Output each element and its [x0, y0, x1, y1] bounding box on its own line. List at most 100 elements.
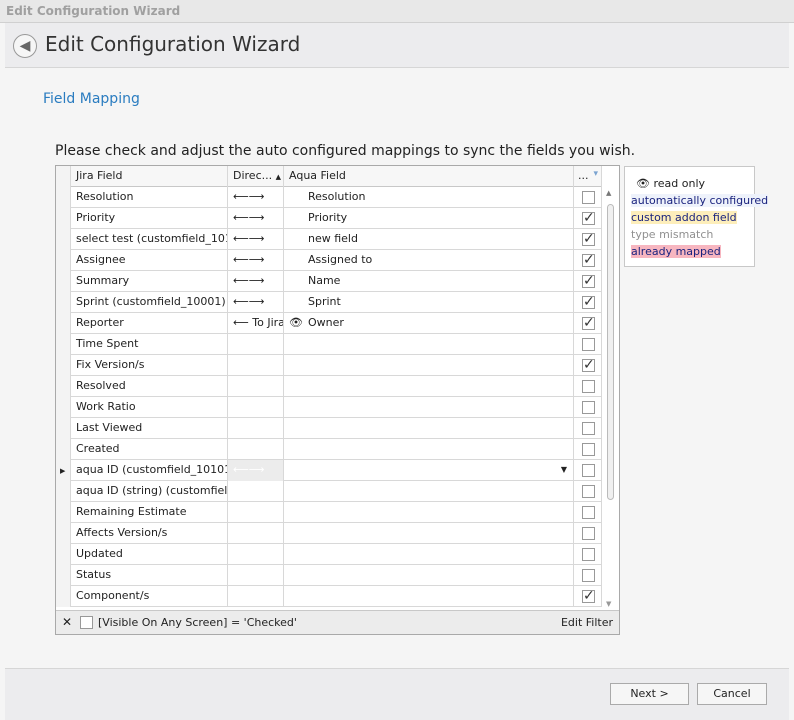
- visible-checkbox[interactable]: [582, 548, 595, 561]
- clear-filter-icon[interactable]: ✕: [62, 615, 73, 629]
- visible-checkbox[interactable]: ✓: [582, 210, 595, 226]
- filter-enable-checkbox[interactable]: [80, 616, 93, 629]
- table-row[interactable]: ▶ aqua ID (customfield_10101) ⟵⟶ ▼: [56, 460, 602, 481]
- jira-field-cell[interactable]: Assignee: [71, 250, 228, 271]
- visible-checkbox[interactable]: ✓: [582, 294, 595, 310]
- jira-field-cell[interactable]: Last Viewed: [71, 418, 228, 439]
- row-indicator[interactable]: ▶: [56, 460, 71, 481]
- aqua-field-cell[interactable]: Assigned to: [284, 250, 574, 271]
- table-row[interactable]: Summary ⟵⟶ Name ✓: [56, 271, 602, 292]
- visible-checkbox[interactable]: [582, 506, 595, 519]
- aqua-field-cell[interactable]: 👁 Owner: [284, 313, 574, 334]
- jira-field-cell[interactable]: select test (customfield_101...: [71, 229, 228, 250]
- aqua-field-cell[interactable]: [284, 565, 574, 586]
- direction-cell[interactable]: ⟵⟶: [228, 208, 284, 229]
- column-visible[interactable]: ... ▾: [574, 166, 602, 187]
- aqua-field-cell[interactable]: new field: [284, 229, 574, 250]
- visible-checkbox[interactable]: [582, 527, 595, 540]
- jira-field-cell[interactable]: Created: [71, 439, 228, 460]
- visible-checkbox[interactable]: [582, 464, 595, 477]
- direction-cell[interactable]: [228, 397, 284, 418]
- table-row[interactable]: aqua ID (string) (customfield...: [56, 481, 602, 502]
- vertical-scrollbar[interactable]: ▲ ▼: [602, 187, 619, 610]
- direction-cell[interactable]: [228, 439, 284, 460]
- row-indicator[interactable]: [56, 565, 71, 586]
- visible-checkbox[interactable]: [582, 401, 595, 414]
- column-jira-field[interactable]: Jira Field: [71, 166, 228, 187]
- direction-cell[interactable]: [228, 523, 284, 544]
- jira-field-cell[interactable]: Resolved: [71, 376, 228, 397]
- row-indicator[interactable]: [56, 208, 71, 229]
- direction-cell[interactable]: [228, 355, 284, 376]
- visible-checkbox[interactable]: [582, 485, 595, 498]
- direction-cell[interactable]: [228, 481, 284, 502]
- table-row[interactable]: Last Viewed: [56, 418, 602, 439]
- direction-cell[interactable]: ⟵ To Jira: [228, 313, 284, 334]
- jira-field-cell[interactable]: Status: [71, 565, 228, 586]
- jira-field-cell[interactable]: Updated: [71, 544, 228, 565]
- direction-cell[interactable]: [228, 565, 284, 586]
- jira-field-cell[interactable]: aqua ID (customfield_10101): [71, 460, 228, 481]
- scroll-thumb[interactable]: [607, 204, 614, 500]
- row-indicator[interactable]: [56, 250, 71, 271]
- jira-field-cell[interactable]: aqua ID (string) (customfield...: [71, 481, 228, 502]
- jira-field-cell[interactable]: Fix Version/s: [71, 355, 228, 376]
- jira-field-cell[interactable]: Reporter: [71, 313, 228, 334]
- column-aqua-field[interactable]: Aqua Field: [284, 166, 574, 187]
- visible-checkbox[interactable]: ✓: [582, 588, 595, 604]
- row-indicator[interactable]: [56, 397, 71, 418]
- row-indicator[interactable]: [56, 376, 71, 397]
- row-indicator[interactable]: [56, 586, 71, 607]
- visible-checkbox[interactable]: [582, 338, 595, 351]
- edit-filter-link[interactable]: Edit Filter: [560, 616, 613, 629]
- direction-cell[interactable]: ⟵⟶: [228, 292, 284, 313]
- visible-checkbox[interactable]: [582, 569, 595, 582]
- direction-cell[interactable]: [228, 586, 284, 607]
- table-row[interactable]: Resolved: [56, 376, 602, 397]
- table-row[interactable]: select test (customfield_101... ⟵⟶ new f…: [56, 229, 602, 250]
- direction-cell[interactable]: [228, 418, 284, 439]
- scroll-down-icon[interactable]: ▼: [606, 600, 612, 608]
- visible-checkbox[interactable]: ✓: [582, 273, 595, 289]
- table-row[interactable]: Assignee ⟵⟶ Assigned to ✓: [56, 250, 602, 271]
- table-row[interactable]: Priority ⟵⟶ Priority ✓: [56, 208, 602, 229]
- aqua-field-cell[interactable]: Name: [284, 271, 574, 292]
- aqua-field-cell[interactable]: [284, 502, 574, 523]
- filter-icon[interactable]: ▾: [593, 169, 598, 179]
- direction-cell[interactable]: [228, 376, 284, 397]
- direction-cell[interactable]: ⟵⟶: [228, 187, 284, 208]
- aqua-field-cell[interactable]: [284, 376, 574, 397]
- jira-field-cell[interactable]: Affects Version/s: [71, 523, 228, 544]
- aqua-field-cell[interactable]: Resolution: [284, 187, 574, 208]
- direction-cell[interactable]: [228, 544, 284, 565]
- jira-field-cell[interactable]: Time Spent: [71, 334, 228, 355]
- jira-field-cell[interactable]: Component/s: [71, 586, 228, 607]
- aqua-field-cell[interactable]: Sprint: [284, 292, 574, 313]
- visible-checkbox[interactable]: ✓: [582, 357, 595, 373]
- row-indicator[interactable]: [56, 313, 71, 334]
- aqua-field-cell[interactable]: [284, 355, 574, 376]
- aqua-field-cell[interactable]: [284, 586, 574, 607]
- row-indicator[interactable]: [56, 481, 71, 502]
- jira-field-cell[interactable]: Priority: [71, 208, 228, 229]
- aqua-field-cell[interactable]: [284, 439, 574, 460]
- row-indicator[interactable]: [56, 418, 71, 439]
- row-indicator[interactable]: [56, 292, 71, 313]
- scroll-up-icon[interactable]: ▲: [606, 189, 612, 197]
- visible-checkbox[interactable]: [582, 443, 595, 456]
- direction-cell[interactable]: ⟵⟶: [228, 250, 284, 271]
- direction-cell[interactable]: [228, 502, 284, 523]
- table-row[interactable]: Remaining Estimate: [56, 502, 602, 523]
- visible-checkbox[interactable]: [582, 380, 595, 393]
- aqua-field-cell[interactable]: [284, 523, 574, 544]
- direction-cell[interactable]: ⟵⟶: [228, 271, 284, 292]
- aqua-field-cell[interactable]: [284, 418, 574, 439]
- table-row[interactable]: Sprint (customfield_10001) ⟵⟶ Sprint ✓: [56, 292, 602, 313]
- column-direction[interactable]: Direc... ▲: [228, 166, 284, 187]
- jira-field-cell[interactable]: Summary: [71, 271, 228, 292]
- table-row[interactable]: Reporter ⟵ To Jira 👁 Owner ✓: [56, 313, 602, 334]
- table-row[interactable]: Fix Version/s ✓: [56, 355, 602, 376]
- direction-cell[interactable]: [228, 334, 284, 355]
- row-indicator[interactable]: [56, 502, 71, 523]
- aqua-field-cell[interactable]: [284, 544, 574, 565]
